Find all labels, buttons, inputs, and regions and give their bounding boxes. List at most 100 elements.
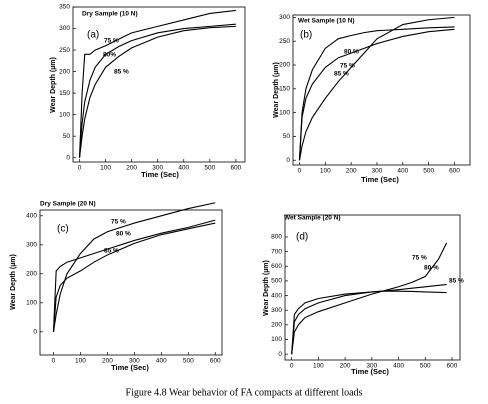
y-tick-label: 100 [26, 300, 37, 307]
y-axis-label: Wear Depth (µm) [10, 254, 17, 310]
x-tick-label: 200 [346, 168, 357, 175]
series-label: 85 % [449, 278, 464, 285]
y-tick-label: 150 [59, 90, 70, 97]
y-tick-label: 250 [59, 47, 70, 54]
series-label: 75 % [340, 63, 355, 70]
x-tick-label: 200 [102, 358, 113, 365]
x-tick-label: 500 [183, 358, 194, 365]
data-line [291, 242, 448, 355]
plot-frame [292, 14, 471, 166]
y-tick-label: 200 [26, 271, 37, 278]
x-tick-label: 100 [75, 358, 86, 365]
x-tick-label: 200 [340, 363, 351, 370]
x-tick-label: 0 [78, 165, 82, 172]
y-tick-label: 400 [26, 213, 37, 220]
chart-title: Dry Sample (10 N) [82, 11, 138, 18]
x-tick-label: 300 [152, 165, 163, 172]
x-tick-label: 300 [372, 168, 383, 175]
panel-label: (d) [296, 232, 308, 243]
x-tick-label: 600 [210, 358, 221, 365]
series-label: 80% [103, 52, 116, 59]
x-tick-label: 400 [156, 358, 167, 365]
y-tick-label: 0 [286, 157, 290, 164]
data-line [78, 23, 236, 158]
x-tick-label: 0 [290, 363, 294, 370]
series-label: 75 % [412, 255, 427, 262]
data-line [298, 26, 455, 161]
y-tick-label: 400 [271, 292, 282, 299]
x-tick-label: 100 [100, 165, 111, 172]
y-tick-label: 300 [26, 242, 37, 249]
data-line [52, 219, 216, 332]
y-tick-label: 300 [279, 14, 290, 21]
y-tick-label: 0 [278, 351, 282, 358]
y-tick-label: 250 [279, 38, 290, 45]
y-tick-label: 100 [279, 109, 290, 116]
chart-title: Wet Sample (20 N) [284, 215, 341, 222]
x-axis-label: Time (Sec) [351, 367, 389, 376]
series-label: 80 % [344, 49, 359, 56]
y-tick-label: 0 [66, 154, 70, 161]
x-tick-label: 600 [447, 363, 458, 370]
x-tick-label: 400 [397, 168, 408, 175]
x-tick-label: 0 [52, 358, 56, 365]
series-label: 85 % [334, 71, 349, 78]
caption: Figure 4.8 Wear behavior of FA compacts … [126, 387, 363, 398]
data-line [298, 28, 455, 161]
x-axis-label: Time (Sec) [141, 170, 179, 179]
y-tick-label: 200 [279, 62, 290, 69]
data-line [78, 25, 236, 158]
data-line [298, 16, 455, 161]
y-tick-label: 200 [59, 68, 70, 75]
y-tick-label: 500 [271, 278, 282, 285]
panel-label: (a) [87, 30, 99, 41]
y-tick-label: 100 [271, 336, 282, 343]
x-axis-label: Time (Sec) [111, 363, 149, 372]
y-tick-label: 200 [271, 322, 282, 329]
y-tick-label: 600 [271, 263, 282, 270]
y-tick-label: 300 [271, 307, 282, 314]
x-tick-label: 300 [129, 358, 140, 365]
y-tick-label: 350 [59, 4, 70, 11]
y-tick-label: 50 [63, 133, 71, 140]
x-tick-label: 600 [230, 165, 241, 172]
plot-frame [284, 214, 461, 361]
data-line [52, 202, 216, 332]
series-label: 75 % [111, 219, 126, 226]
y-tick-label: 150 [279, 86, 290, 93]
x-tick-label: 400 [393, 363, 404, 370]
plot-frame [72, 6, 246, 163]
series-label: 80 % [424, 265, 439, 272]
x-tick-label: 500 [204, 165, 215, 172]
chart-title: Dry Sample (20 N) [40, 201, 96, 208]
data-line [52, 222, 216, 332]
panel-label: (b) [300, 30, 312, 41]
y-tick-label: 50 [283, 133, 291, 140]
x-tick-label: 500 [423, 168, 434, 175]
panel-label: (c) [57, 224, 69, 235]
y-axis-label: Wear Depth (µm) [273, 62, 280, 118]
y-axis-label: Wear Depth (µm) [50, 57, 57, 113]
x-tick-label: 200 [126, 165, 137, 172]
x-tick-label: 600 [449, 168, 460, 175]
x-tick-label: 500 [420, 363, 431, 370]
x-tick-label: 400 [178, 165, 189, 172]
x-tick-label: 300 [366, 363, 377, 370]
y-tick-label: 300 [59, 25, 70, 32]
chart-title: Wet Sample (10 N) [298, 18, 355, 25]
series-label: 85 % [104, 248, 119, 255]
x-axis-label: Time (Sec) [361, 175, 399, 184]
data-line [78, 9, 236, 158]
y-tick-label: 0 [33, 329, 37, 336]
series-label: 75 % [104, 38, 119, 45]
x-tick-label: 0 [298, 168, 302, 175]
y-axis-label: Wear Depth (µm) [263, 260, 270, 316]
series-label: 80 % [116, 231, 131, 238]
y-tick-label: 100 [59, 111, 70, 118]
y-tick-label: 700 [271, 248, 282, 255]
series-label: 85 % [114, 69, 129, 76]
data-line [291, 290, 447, 355]
plot-frame [39, 209, 223, 356]
x-tick-label: 100 [320, 168, 331, 175]
